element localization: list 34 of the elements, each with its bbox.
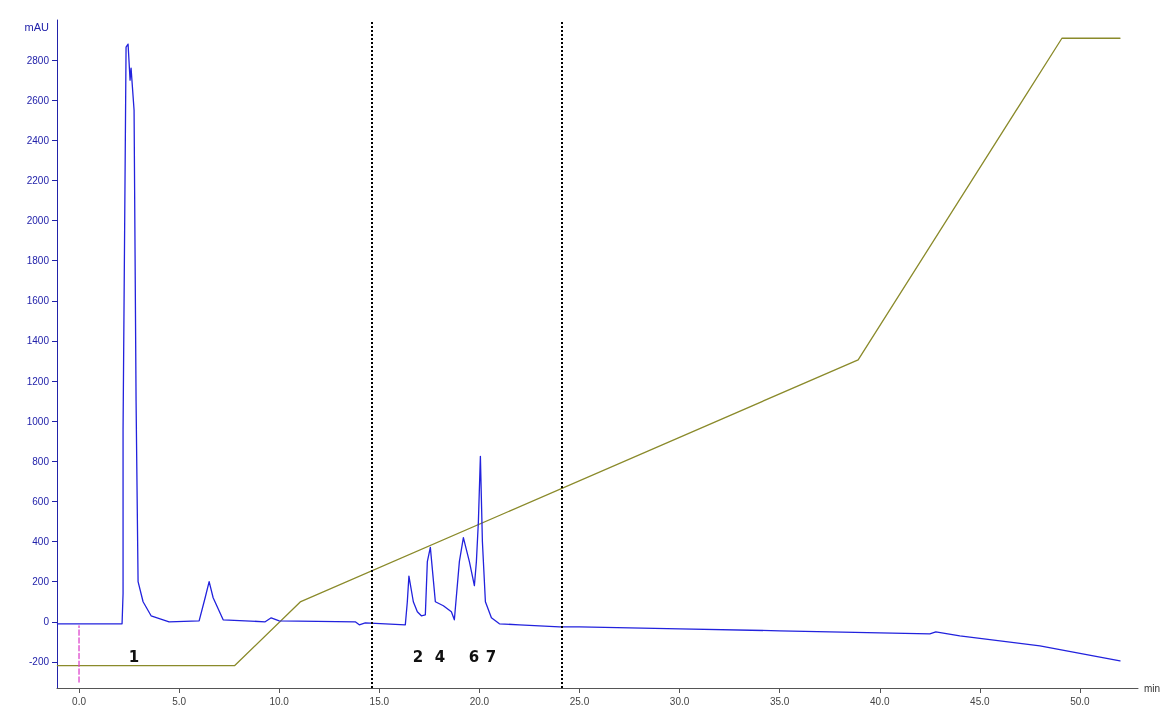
annotation: 1 <box>128 648 140 666</box>
annotation: 7 <box>485 648 497 666</box>
y-tick-label: 1400 <box>26 335 50 347</box>
x-tick-label: 10.0 <box>269 695 290 706</box>
y-tick-label: 2400 <box>26 134 50 146</box>
x-tick-label: 20.0 <box>469 695 490 706</box>
x-tick-label: 30.0 <box>669 695 690 706</box>
y-tick-label: 1200 <box>26 375 50 387</box>
y-tick-label: 800 <box>32 455 50 467</box>
x-tick-label: 40.0 <box>870 695 890 706</box>
y-tick-label: 0 <box>43 616 50 628</box>
y-tick-label: 200 <box>32 576 50 588</box>
annotation: 6 <box>468 648 480 666</box>
x-tick-label: 25.0 <box>569 695 590 706</box>
y-tick-label: 1600 <box>26 295 50 307</box>
y-tick-label: 1000 <box>26 415 50 427</box>
x-tick-label: 35.0 <box>769 695 790 706</box>
y-tick-label: 1800 <box>26 255 50 267</box>
x-axis-title: min <box>1144 682 1161 694</box>
x-tick-label: 5.0 <box>172 695 187 706</box>
y-tick-label: -200 <box>28 656 50 668</box>
annotation: 2 <box>412 648 424 666</box>
x-tick-label: 0.0 <box>72 695 87 706</box>
x-tick-label: 15.0 <box>369 695 390 706</box>
x-tick-label: 50.0 <box>1070 695 1091 706</box>
annotation: 4 <box>434 648 446 666</box>
y-tick-label: 2200 <box>26 174 50 186</box>
y-tick-label: 2800 <box>26 54 50 66</box>
y-tick-label: 2000 <box>26 215 50 227</box>
y-tick-label: 2600 <box>26 94 50 106</box>
y-tick-label: 600 <box>32 495 50 507</box>
y-axis-title: mAU <box>24 20 50 33</box>
x-tick-label: 45.0 <box>970 695 991 706</box>
y-tick-label: 400 <box>32 536 50 548</box>
